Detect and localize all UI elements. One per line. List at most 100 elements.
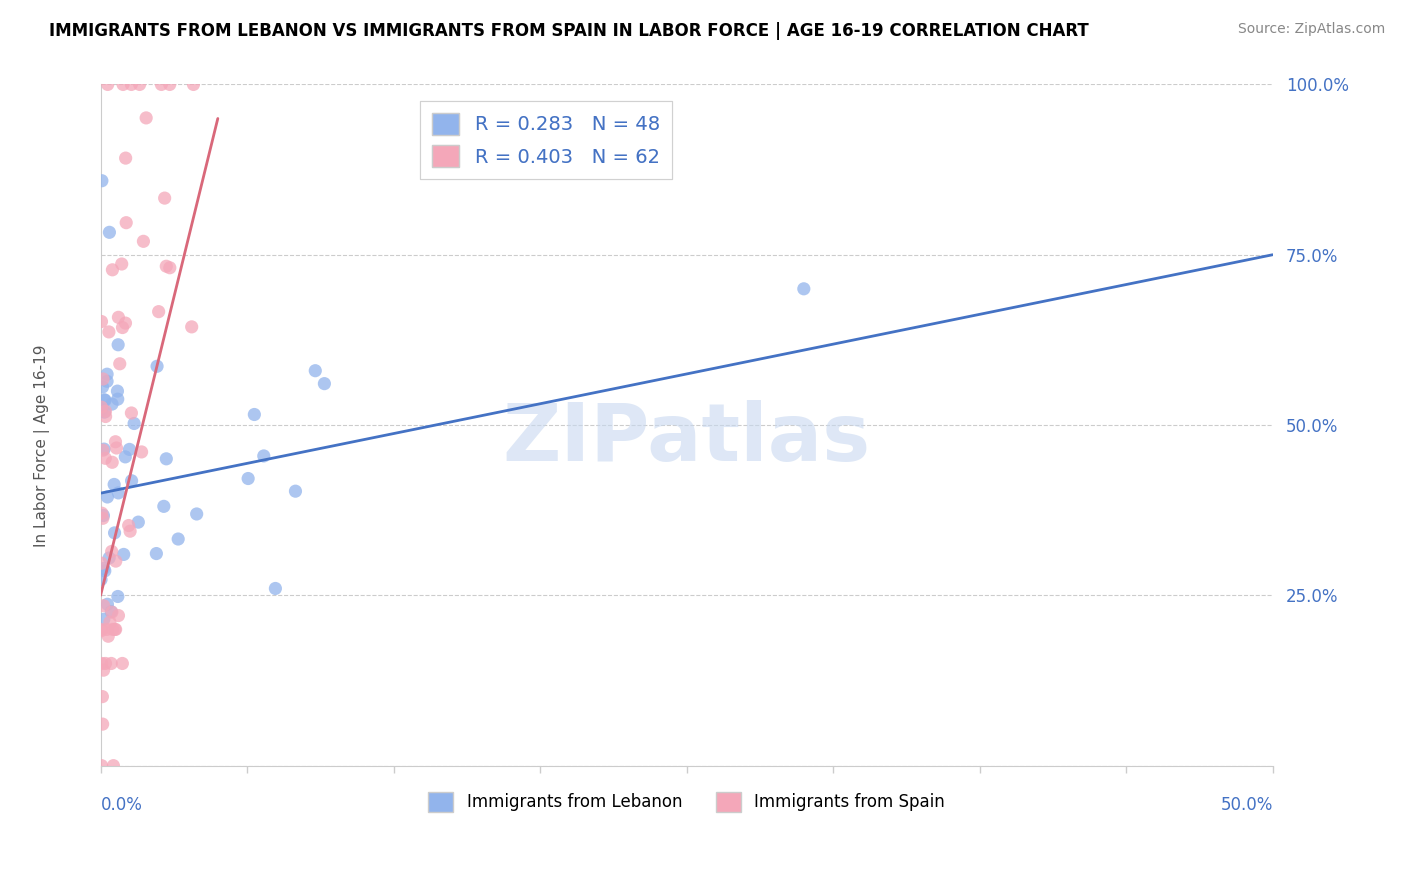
Point: [94, 564, 117, 578]
Point: [122, 417, 145, 431]
Point: [94, 404, 117, 418]
Point: [104, 623, 127, 637]
Point: [96, 597, 118, 611]
Point: [103, 477, 125, 491]
Point: [118, 518, 141, 533]
Point: [107, 608, 129, 623]
Point: [114, 316, 136, 330]
Point: [243, 408, 266, 422]
Point: [107, 384, 129, 398]
Point: [90, 657, 112, 671]
Text: 0.0%: 0.0%: [101, 797, 142, 814]
Point: [150, 78, 173, 92]
Point: [91, 380, 114, 394]
Point: [96, 368, 118, 382]
Point: [159, 260, 181, 275]
Point: [98, 550, 121, 565]
Point: [304, 364, 326, 378]
Text: IMMIGRANTS FROM LEBANON VS IMMIGRANTS FROM SPAIN IN LABOR FORCE | AGE 16-19 CORR: IMMIGRANTS FROM LEBANON VS IMMIGRANTS FR…: [49, 22, 1090, 40]
Point: [90, 624, 112, 638]
Point: [167, 532, 190, 546]
Point: [112, 548, 135, 562]
Point: [90, 506, 112, 520]
Point: [180, 319, 202, 334]
Text: ZIPatlas: ZIPatlas: [502, 400, 870, 478]
Point: [105, 441, 128, 455]
Point: [104, 554, 127, 568]
Point: [111, 657, 134, 671]
Point: [793, 282, 815, 296]
Point: [101, 623, 124, 637]
Point: [97, 78, 120, 92]
Point: [114, 450, 136, 464]
Point: [91, 690, 114, 704]
Point: [145, 547, 167, 561]
Point: [93, 392, 115, 407]
Point: [131, 445, 153, 459]
Point: [93, 561, 115, 575]
Point: [111, 257, 134, 271]
Point: [93, 599, 115, 613]
Point: [186, 507, 208, 521]
Point: [91, 372, 114, 386]
Point: [90, 401, 112, 416]
Point: [284, 484, 307, 499]
Point: [104, 434, 127, 449]
Point: [107, 310, 129, 325]
Point: [108, 357, 131, 371]
Point: [90, 174, 112, 188]
Point: [90, 404, 112, 418]
Point: [107, 590, 129, 604]
Point: [90, 400, 112, 414]
Point: [264, 582, 287, 596]
Point: [183, 78, 205, 92]
Point: [90, 314, 112, 328]
Point: [90, 556, 112, 570]
Text: In Labor Force | Age 16-19: In Labor Force | Age 16-19: [34, 344, 51, 548]
Point: [97, 325, 120, 339]
Point: [97, 629, 120, 643]
Point: [107, 337, 129, 351]
Point: [103, 758, 125, 772]
Point: [100, 544, 122, 558]
Point: [94, 451, 117, 466]
Point: [111, 320, 134, 334]
Point: [155, 259, 177, 273]
Legend: R = 0.283   N = 48, R = 0.403   N = 62: R = 0.283 N = 48, R = 0.403 N = 62: [420, 101, 672, 179]
Point: [118, 442, 141, 457]
Point: [159, 78, 181, 92]
Point: [127, 515, 149, 529]
Point: [93, 663, 115, 677]
Point: [132, 235, 155, 249]
Point: [153, 500, 176, 514]
Point: [94, 657, 117, 671]
Point: [135, 111, 157, 125]
Point: [236, 471, 259, 485]
Text: 50.0%: 50.0%: [1220, 797, 1272, 814]
Point: [93, 405, 115, 419]
Point: [100, 657, 122, 671]
Point: [104, 623, 127, 637]
Point: [96, 490, 118, 504]
Point: [94, 409, 117, 424]
Point: [101, 455, 124, 469]
Point: [91, 717, 114, 731]
Point: [90, 573, 112, 587]
Point: [112, 78, 135, 92]
Point: [114, 151, 136, 165]
Point: [90, 623, 112, 637]
Point: [94, 393, 117, 408]
Point: [93, 508, 115, 523]
Point: [128, 78, 150, 92]
Point: [115, 216, 138, 230]
Point: [121, 474, 143, 488]
Point: [314, 376, 336, 391]
Point: [98, 615, 121, 629]
Point: [91, 443, 114, 458]
Point: [120, 78, 142, 92]
Point: [101, 605, 124, 619]
Point: [155, 451, 177, 466]
Point: [148, 304, 170, 318]
Point: [107, 486, 129, 500]
Point: [153, 191, 176, 205]
